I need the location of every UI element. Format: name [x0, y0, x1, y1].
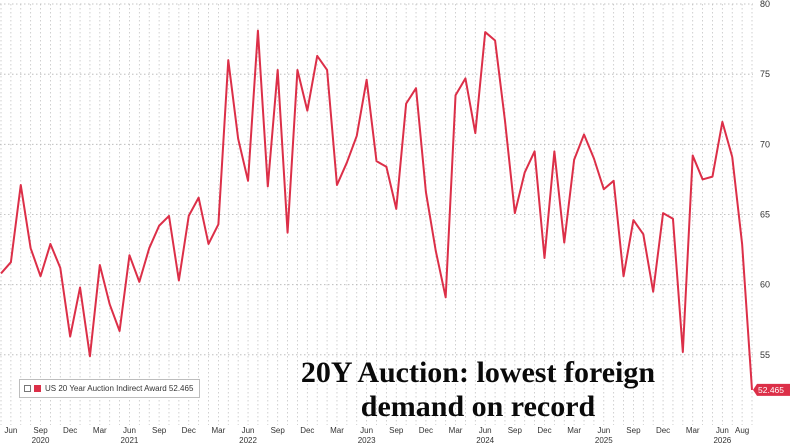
x-tick-label: Jun [4, 426, 17, 435]
y-tick-label: 65 [760, 210, 770, 220]
annotation-line-2: demand on record [360, 390, 596, 423]
legend-handle-icon[interactable] [24, 385, 31, 392]
x-tick-year-label: 2025 [595, 436, 613, 445]
x-tick-year-label: 2024 [476, 436, 494, 445]
x-tick-label: Jun [597, 426, 610, 435]
x-tick-label: Jun [716, 426, 729, 435]
x-tick-year-label: 2020 [32, 436, 50, 445]
x-tick-label: Jun [242, 426, 255, 435]
last-value-label: 52.465 [758, 385, 784, 395]
y-tick-label: 60 [760, 280, 770, 290]
x-tick-label: Mar [449, 426, 463, 435]
x-tick-label: Aug [735, 426, 749, 435]
x-tick-label: Mar [567, 426, 581, 435]
x-tick-year-label: 2023 [358, 436, 376, 445]
y-tick-label: 75 [760, 69, 770, 79]
series-line [0, 29, 753, 390]
x-tick-label: Dec [63, 426, 77, 435]
chart-legend[interactable]: US 20 Year Auction Indirect Award 52.465 [19, 379, 201, 398]
y-axis-tick-labels: 55 60 65 70 75 80 [760, 0, 770, 360]
legend-swatch [34, 385, 41, 392]
last-value-tag-shape [753, 383, 790, 396]
x-tick-year-label: 2021 [121, 436, 139, 445]
y-tick-label: 80 [760, 0, 770, 9]
x-tick-label: Dec [300, 426, 314, 435]
x-tick-label: Dec [537, 426, 551, 435]
x-tick-label: Mar [330, 426, 344, 435]
legend-label: US 20 Year Auction Indirect Award 52.465 [45, 384, 194, 393]
y-tick-label: 55 [760, 350, 770, 360]
annotation-line-1: 20Y Auction: lowest foreign [300, 356, 656, 389]
x-tick-label: Mar [93, 426, 107, 435]
x-tick-label: Dec [182, 426, 196, 435]
x-tick-label: Jun [123, 426, 136, 435]
x-tick-year-label: 2022 [239, 436, 257, 445]
y-tick-label: 70 [760, 139, 770, 149]
x-tick-label: Sep [152, 426, 167, 435]
x-tick-label: Mar [212, 426, 226, 435]
x-tick-label: Sep [389, 426, 404, 435]
x-tick-label: Dec [656, 426, 670, 435]
x-tick-year-label: 2026 [713, 436, 731, 445]
x-tick-label: Sep [626, 426, 641, 435]
x-tick-label: Jun [360, 426, 373, 435]
series-layer [0, 29, 753, 390]
x-tick-label: Sep [271, 426, 286, 435]
chart-annotation: 20Y Auction: lowest foreign demand on re… [258, 356, 698, 424]
last-value-tag: 52.465 [753, 383, 790, 396]
x-tick-label: Sep [508, 426, 523, 435]
x-tick-label: Sep [33, 426, 48, 435]
x-tick-label: Jun [479, 426, 492, 435]
x-tick-label: Dec [419, 426, 433, 435]
x-tick-label: Mar [686, 426, 700, 435]
